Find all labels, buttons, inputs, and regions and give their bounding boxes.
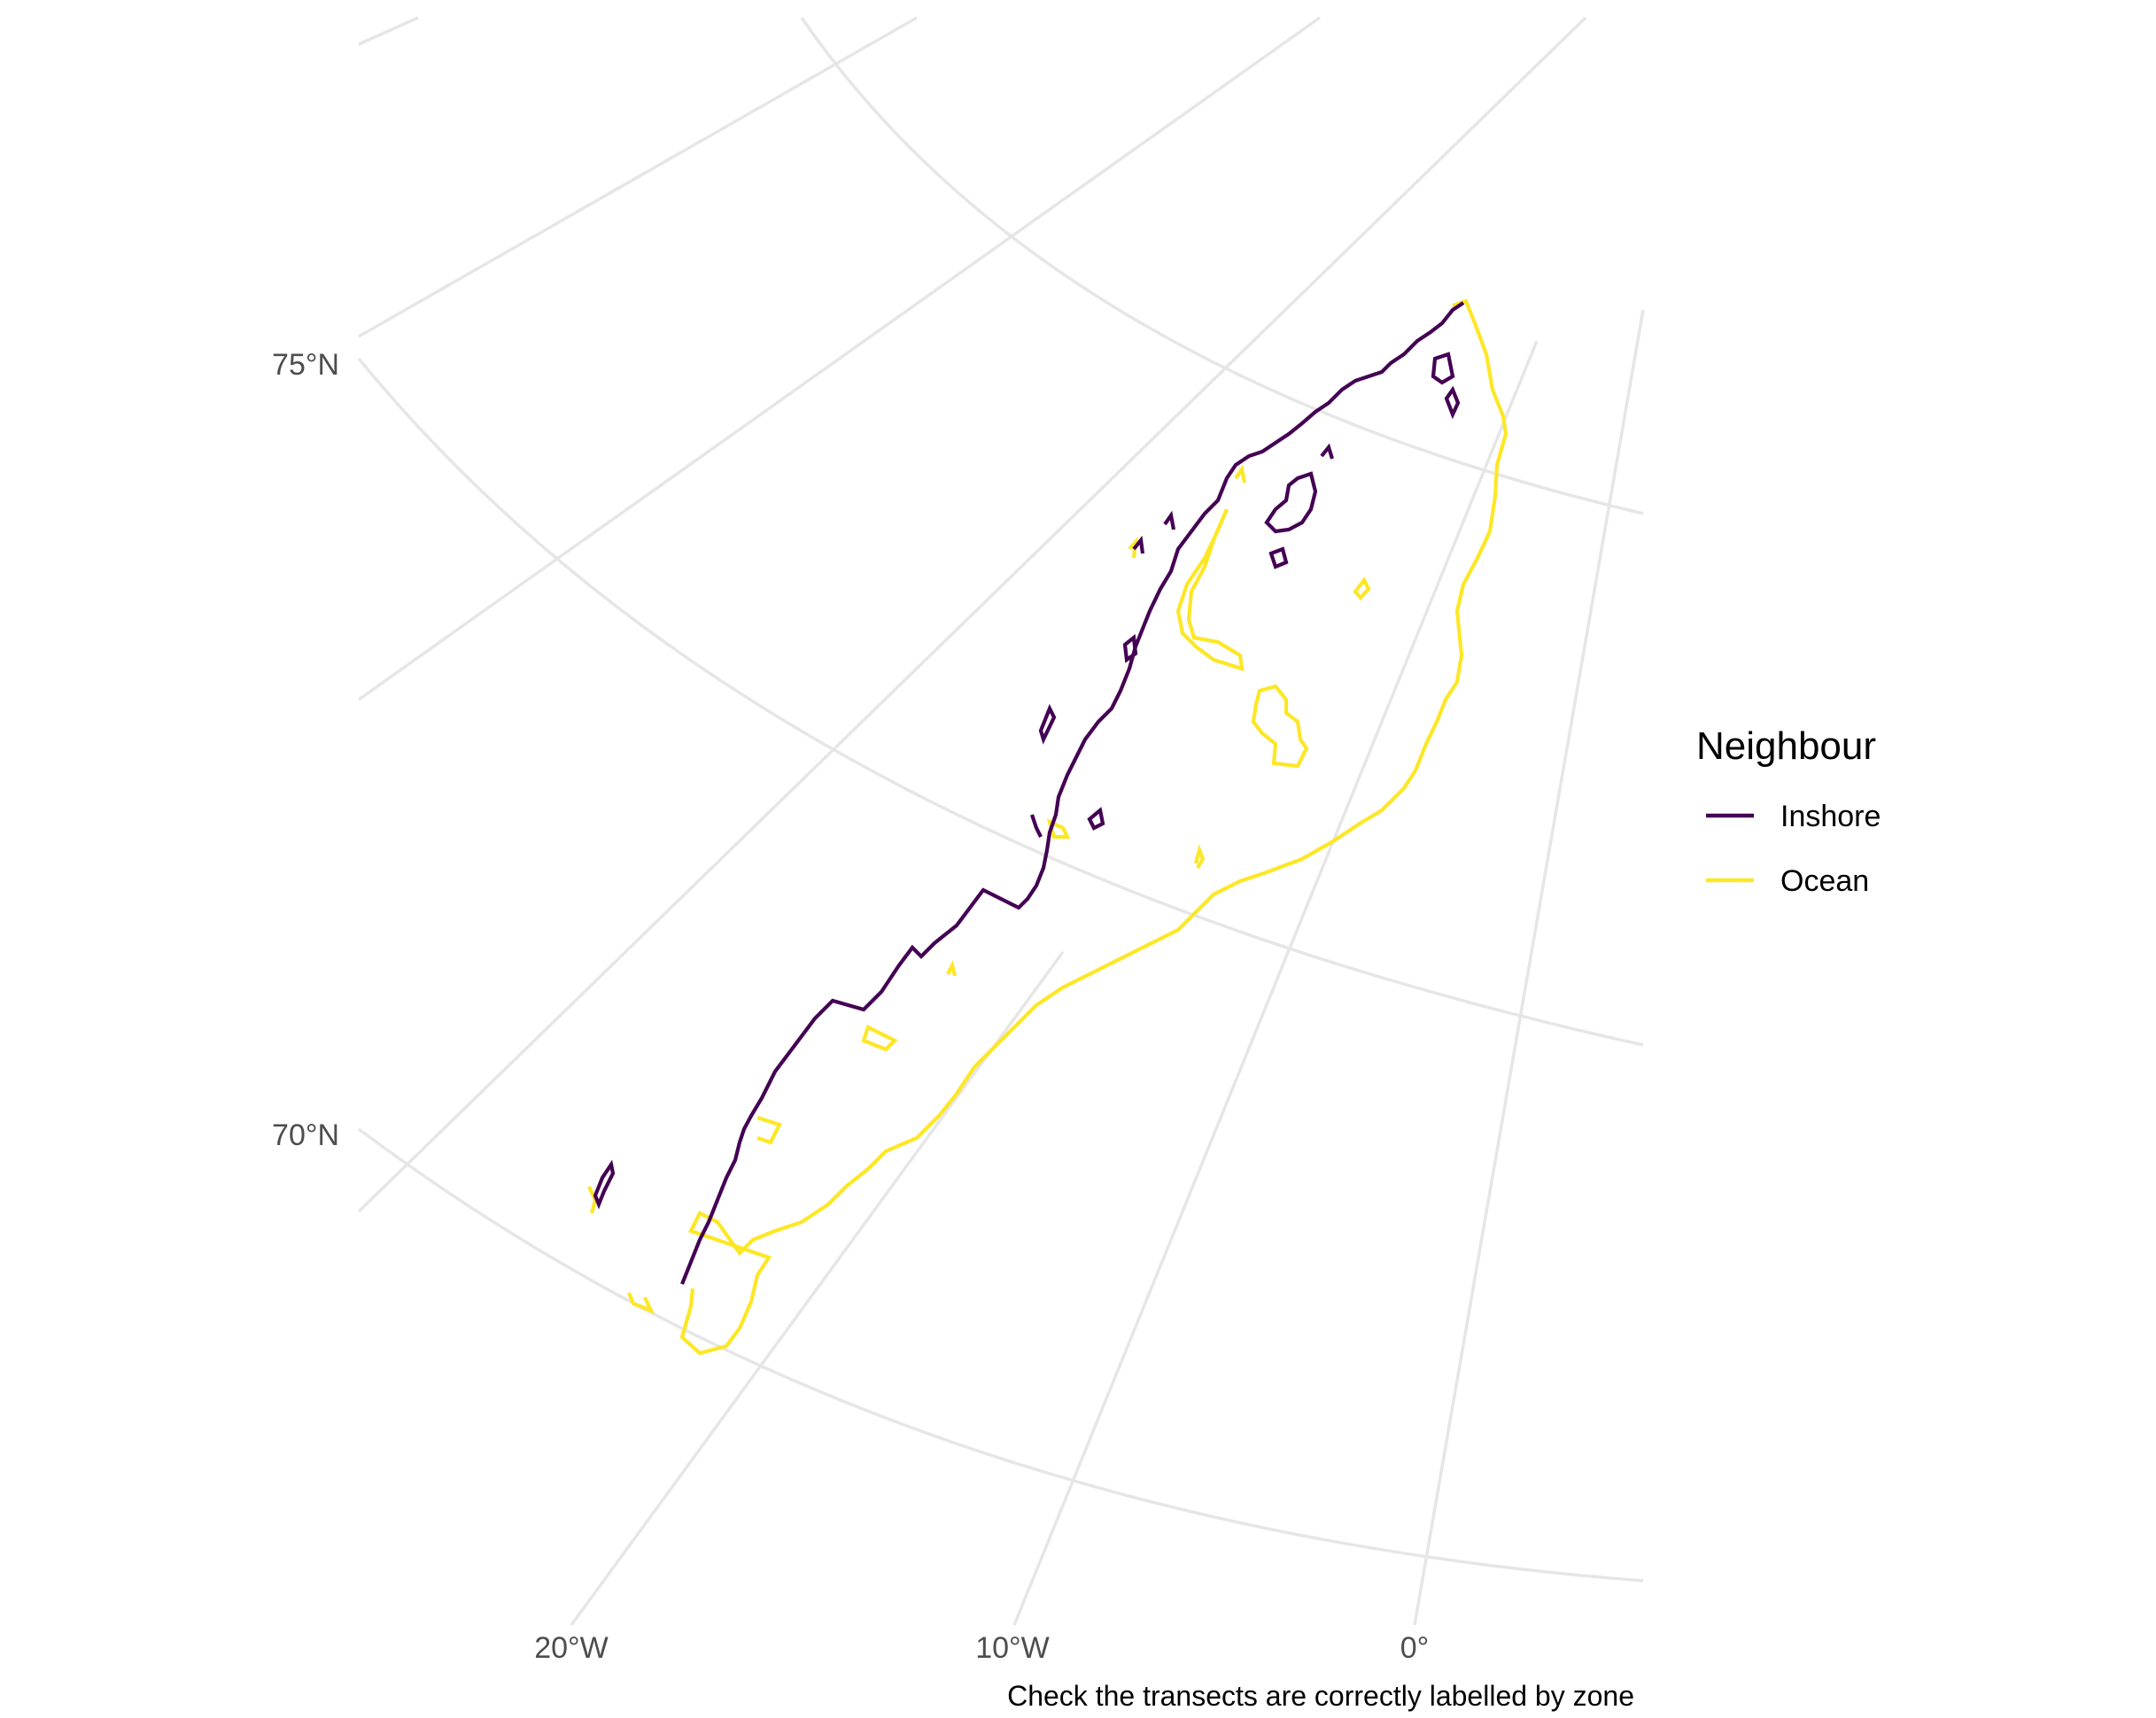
graticule-meridian-west-2 <box>357 16 1322 701</box>
ocean-patch-9 <box>1234 464 1247 484</box>
graticule-parallel-75 <box>357 357 1644 1047</box>
inshore-island-far-west <box>593 1159 616 1210</box>
legend: Neighbour Inshore Ocean <box>1696 724 1881 898</box>
inshore-island-small-8 <box>1132 535 1145 554</box>
legend-title: Neighbour <box>1696 724 1876 768</box>
inshore-transects <box>593 301 1465 1285</box>
graticule <box>357 16 1645 1627</box>
ocean-patch-8 <box>587 1186 598 1214</box>
inshore-island-cluster <box>1264 471 1318 534</box>
inshore-island-small-5 <box>1087 807 1105 831</box>
inshore-island-small-6 <box>1030 814 1043 838</box>
graticule-parallel-upper <box>800 17 1644 515</box>
graticule-meridian-20w <box>570 950 1065 1627</box>
ocean-patch-10 <box>1128 536 1138 559</box>
ocean-inner-spur <box>1175 508 1245 671</box>
ocean-patch-7 <box>627 1292 655 1314</box>
inshore-island-small-7 <box>1163 510 1176 530</box>
ocean-patch-6 <box>756 1115 782 1145</box>
ocean-transects <box>587 298 1508 1356</box>
legend-label-ocean: Ocean <box>1780 864 1869 898</box>
legend-label-inshore: Inshore <box>1780 800 1881 833</box>
lon-label-0: 0° <box>1400 1631 1430 1665</box>
inshore-main-outline <box>680 301 1465 1285</box>
graticule-meridian-0 <box>1413 309 1645 1626</box>
ocean-patch-1 <box>1353 577 1371 601</box>
inshore-island-north-box <box>1431 352 1455 385</box>
ocean-patch-4 <box>946 959 958 977</box>
inshore-island-small-1 <box>1320 443 1335 460</box>
ocean-patch-3 <box>1046 818 1071 840</box>
inshore-island-north-small <box>1444 385 1461 420</box>
lat-label-75: 75°N <box>272 348 339 382</box>
map-caption: Check the transects are correctly labell… <box>1007 1680 1634 1712</box>
graticule-meridian-west-1 <box>358 16 918 338</box>
lon-label-20w: 20°W <box>534 1631 609 1665</box>
ocean-patch-5 <box>861 1025 898 1052</box>
ocean-patch-2 <box>1193 844 1206 870</box>
ocean-island-a <box>1251 684 1309 769</box>
graticule-meridian-far-west <box>358 16 419 46</box>
graticule-parallel-70 <box>357 1127 1644 1583</box>
graticule-meridian-west-3 <box>357 16 1587 1213</box>
inshore-island-small-2 <box>1268 546 1289 569</box>
lat-label-70: 70°N <box>272 1118 339 1152</box>
ocean-main-outline <box>679 298 1508 1356</box>
lon-label-10w: 10°W <box>975 1631 1050 1665</box>
inshore-island-small-4 <box>1038 703 1057 745</box>
inshore-island-small-3 <box>1122 633 1138 663</box>
graticule-meridian-10w <box>1012 340 1539 1626</box>
